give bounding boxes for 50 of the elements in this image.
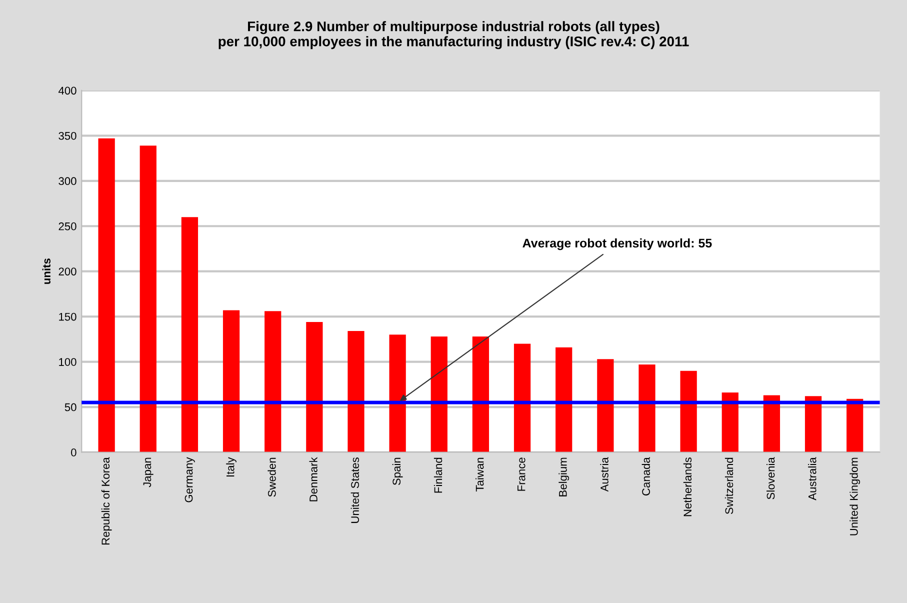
x-tick-label: Italy [226,457,236,476]
x-tick-label: Switzerland [724,458,734,514]
bar [680,370,697,452]
y-tick-label: 0 [71,448,76,456]
bar [98,138,115,452]
x-tick-label: Republic of Korea [101,457,112,545]
y-tick-label: 200 [58,268,76,276]
y-tick-label: 300 [58,177,76,186]
y-tick-label: 350 [58,132,76,140]
bar [472,336,490,452]
x-tick-label: Spain [392,458,403,486]
y-tick-label: 100 [59,358,76,366]
x-tick-label: Denmark [309,457,318,502]
bar [264,311,282,452]
y-tick-label: 150 [59,312,76,321]
annotation: Average robot density world: 55 [522,238,712,250]
chart-title: Figure 2.9 Number of multipurpose industrial robots (all types) per 10,000 employees in the manufacturing industry (ISIC rev.4: C) 2011 [218,21,689,50]
x-tick-label: Netherlands [683,458,692,516]
x-tick-label: Austria [600,457,608,492]
bar [181,217,198,452]
bar [597,359,614,452]
x-tick-label: Australia [808,457,816,500]
x-tick-label: Canada [642,457,650,496]
x-tick-label: Taiwan [476,458,484,492]
bar [389,334,406,452]
x-tick-label: Germany [184,457,195,502]
bar [763,395,780,452]
x-tick-label: France [518,458,526,491]
bar [430,336,448,452]
x-tick-label: Slovenia [766,457,775,500]
x-tick-label: Sweden [268,458,276,497]
bar [514,344,531,452]
bar [306,322,323,452]
bar [804,396,822,452]
bar [348,331,364,452]
bar [722,392,738,452]
y-axis-title: units [42,258,50,284]
bar [140,146,156,452]
x-tick-label: United States [350,458,359,523]
bar [222,310,240,452]
y-tick-label: 50 [64,403,76,412]
bar [556,347,572,452]
y-tick-label: 400 [58,86,76,95]
x-tick-label: Finland [434,458,442,493]
x-tick-label: Belgium [558,458,570,496]
x-tick-label: Japan [143,458,154,488]
bar [846,398,864,452]
x-tick-label: United Kingdom [850,458,860,536]
y-tick-label: 250 [58,222,76,230]
bar [638,364,656,452]
